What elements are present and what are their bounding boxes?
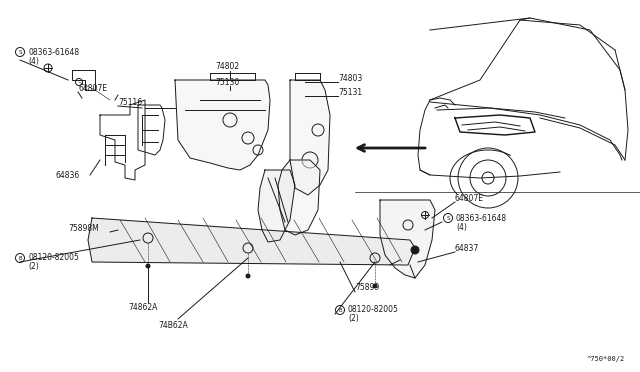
Text: 64837: 64837: [455, 244, 479, 253]
Text: B: B: [338, 308, 342, 312]
Circle shape: [146, 264, 150, 268]
Circle shape: [246, 274, 250, 278]
Text: 64807E: 64807E: [78, 83, 107, 93]
Text: 75116: 75116: [118, 97, 142, 106]
Text: 08363-61648: 08363-61648: [28, 48, 79, 57]
Polygon shape: [88, 218, 415, 265]
Text: 74862A: 74862A: [128, 304, 157, 312]
Text: 75131: 75131: [338, 87, 362, 96]
Text: S: S: [19, 49, 22, 55]
Text: 64807E: 64807E: [455, 193, 484, 202]
Text: (2): (2): [348, 314, 359, 324]
Text: 64836: 64836: [55, 170, 79, 180]
Polygon shape: [258, 170, 295, 242]
Text: 74802: 74802: [215, 61, 239, 71]
Text: 08363-61648: 08363-61648: [456, 214, 507, 222]
Text: B: B: [18, 256, 22, 260]
Text: 74803: 74803: [338, 74, 362, 83]
Polygon shape: [380, 200, 435, 278]
Text: 75130: 75130: [215, 77, 239, 87]
Text: 75899: 75899: [355, 283, 380, 292]
Text: (4): (4): [456, 222, 467, 231]
Text: 08120-82005: 08120-82005: [348, 305, 399, 314]
Text: (4): (4): [28, 57, 39, 65]
Circle shape: [411, 246, 419, 254]
Text: 74B62A: 74B62A: [158, 321, 188, 330]
Text: ^750*00/2: ^750*00/2: [587, 356, 625, 362]
Text: S: S: [446, 215, 450, 221]
Polygon shape: [175, 80, 270, 170]
Text: (2): (2): [28, 263, 39, 272]
Text: 75898M: 75898M: [68, 224, 99, 232]
Polygon shape: [290, 80, 330, 195]
Polygon shape: [278, 160, 320, 235]
Circle shape: [373, 284, 377, 288]
Text: 08120-82005: 08120-82005: [28, 253, 79, 263]
